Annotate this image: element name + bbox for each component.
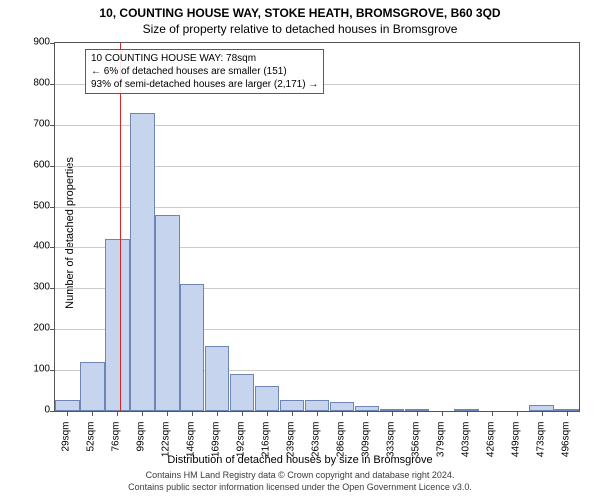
histogram-bar [280, 400, 304, 411]
x-tick-mark [517, 411, 518, 416]
histogram-bar [55, 400, 79, 411]
x-tick-label: 52sqm [86, 422, 97, 466]
y-tick-mark [50, 411, 55, 412]
x-tick-mark [117, 411, 118, 416]
x-tick-label: 333sqm [385, 422, 396, 466]
histogram-bar [305, 400, 329, 411]
x-tick-label: 379sqm [435, 422, 446, 466]
y-tick-label: 800 [10, 77, 50, 88]
y-tick-mark [50, 329, 55, 330]
x-tick-mark [417, 411, 418, 416]
histogram-bar [155, 215, 179, 411]
histogram-bar [230, 374, 254, 411]
x-tick-mark [167, 411, 168, 416]
x-tick-label: 263sqm [311, 422, 322, 466]
chart-subtitle: Size of property relative to detached ho… [0, 22, 600, 36]
annotation-line1: 10 COUNTING HOUSE WAY: 78sqm [91, 52, 318, 65]
x-tick-mark [367, 411, 368, 416]
x-tick-label: 76sqm [111, 422, 122, 466]
x-tick-label: 99sqm [136, 422, 147, 466]
x-tick-label: 356sqm [410, 422, 421, 466]
x-tick-label: 146sqm [186, 422, 197, 466]
chart-title-address: 10, COUNTING HOUSE WAY, STOKE HEATH, BRO… [0, 6, 600, 20]
y-tick-label: 400 [10, 241, 50, 252]
annotation-line3: 93% of semi-detached houses are larger (… [91, 78, 318, 91]
x-tick-label: 496sqm [560, 422, 571, 466]
x-tick-mark [142, 411, 143, 416]
y-tick-label: 900 [10, 37, 50, 48]
footer-attribution: Contains HM Land Registry data © Crown c… [0, 470, 600, 493]
x-tick-mark [67, 411, 68, 416]
y-tick-mark [50, 207, 55, 208]
histogram-plot-area: 10 COUNTING HOUSE WAY: 78sqm← 6% of deta… [54, 42, 580, 412]
footer-line2: Contains public sector information licen… [128, 482, 472, 492]
x-tick-label: 122sqm [161, 422, 172, 466]
y-tick-label: 100 [10, 364, 50, 375]
x-tick-label: 29sqm [61, 422, 72, 466]
property-marker-line [120, 43, 121, 411]
x-tick-mark [342, 411, 343, 416]
x-tick-label: 473sqm [535, 422, 546, 466]
x-tick-mark [217, 411, 218, 416]
x-tick-label: 216sqm [261, 422, 272, 466]
x-tick-mark [192, 411, 193, 416]
x-tick-label: 426sqm [485, 422, 496, 466]
y-tick-mark [50, 370, 55, 371]
y-tick-mark [50, 43, 55, 44]
histogram-bar [180, 284, 204, 411]
y-tick-label: 700 [10, 118, 50, 129]
histogram-bar [330, 402, 354, 411]
histogram-bar [80, 362, 104, 411]
x-tick-mark [92, 411, 93, 416]
footer-line1: Contains HM Land Registry data © Crown c… [146, 470, 455, 480]
x-tick-mark [317, 411, 318, 416]
x-tick-mark [542, 411, 543, 416]
x-tick-label: 449sqm [510, 422, 521, 466]
x-tick-label: 286sqm [335, 422, 346, 466]
y-tick-label: 0 [10, 405, 50, 416]
y-tick-mark [50, 125, 55, 126]
x-tick-mark [392, 411, 393, 416]
histogram-bar [105, 239, 129, 411]
y-tick-label: 200 [10, 323, 50, 334]
x-tick-mark [467, 411, 468, 416]
histogram-bar [130, 113, 154, 411]
histogram-bar [205, 346, 229, 411]
x-tick-label: 169sqm [211, 422, 222, 466]
x-tick-label: 239sqm [286, 422, 297, 466]
y-tick-mark [50, 247, 55, 248]
annotation-box: 10 COUNTING HOUSE WAY: 78sqm← 6% of deta… [85, 49, 324, 94]
y-tick-mark [50, 288, 55, 289]
x-tick-mark [442, 411, 443, 416]
histogram-bar [255, 386, 279, 411]
y-tick-label: 600 [10, 159, 50, 170]
y-tick-mark [50, 166, 55, 167]
x-tick-mark [292, 411, 293, 416]
y-tick-label: 300 [10, 282, 50, 293]
x-tick-mark [242, 411, 243, 416]
x-tick-label: 309sqm [360, 422, 371, 466]
x-tick-mark [567, 411, 568, 416]
y-tick-label: 500 [10, 200, 50, 211]
annotation-line2: ← 6% of detached houses are smaller (151… [91, 65, 318, 78]
y-tick-mark [50, 84, 55, 85]
x-tick-label: 403sqm [460, 422, 471, 466]
x-tick-mark [267, 411, 268, 416]
x-tick-label: 192sqm [236, 422, 247, 466]
x-tick-mark [492, 411, 493, 416]
